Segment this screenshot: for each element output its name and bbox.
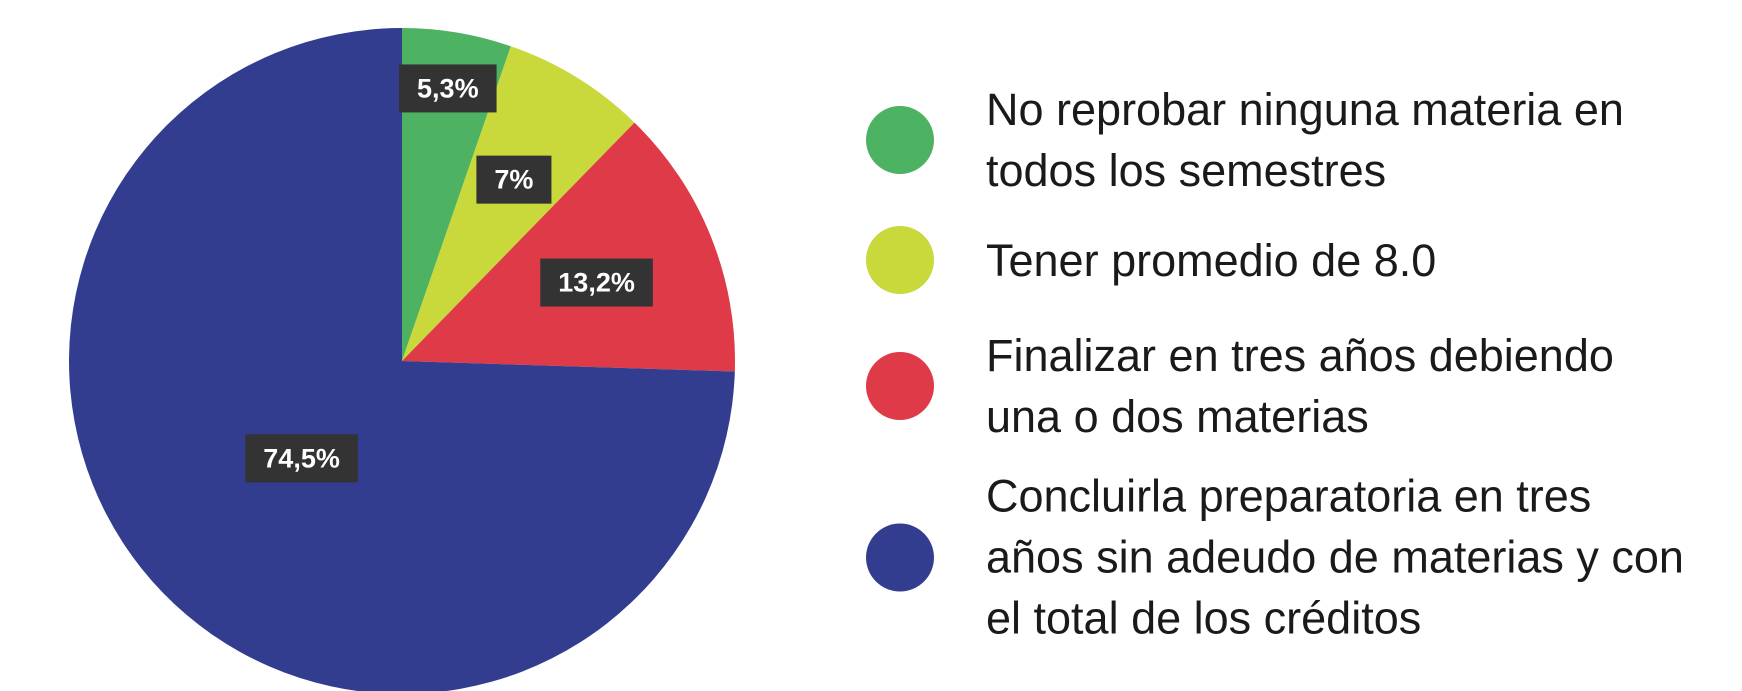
value-label-text: 74,5% [263, 443, 340, 473]
pie-slice [402, 46, 635, 361]
value-label: 13,2% [540, 258, 653, 307]
pie-slice [402, 122, 735, 372]
value-label: 7% [476, 155, 552, 204]
legend-marker [866, 352, 934, 420]
value-label-text: 13,2% [558, 268, 635, 298]
legend-marker [866, 523, 934, 591]
legend-label: No reprobar ninguna materia en todos los… [986, 84, 1624, 196]
value-label: 5,3% [399, 64, 497, 113]
value-label-box [245, 434, 358, 483]
value-label-box [476, 155, 552, 204]
pie-slice [69, 28, 735, 691]
legend-label: Tener promedio de 8.0 [986, 234, 1437, 286]
legend-marker [866, 106, 934, 174]
legend-entry: Concluirla preparatoria en tres años sin… [866, 466, 1726, 649]
legend-label: Concluirla preparatoria en tres años sin… [986, 470, 1684, 644]
legend-entry: Finalizar en tres años debiendo una o do… [866, 325, 1726, 447]
value-label: 74,5% [245, 434, 358, 483]
value-label-box [399, 64, 497, 113]
value-label-box [540, 258, 653, 307]
legend-entry: No reprobar ninguna materia en todos los… [866, 79, 1726, 201]
value-label-text: 5,3% [417, 73, 479, 103]
legend-label: Finalizar en tres años debiendo una o do… [986, 330, 1614, 442]
legend-entry: Tener promedio de 8.0 [866, 226, 1726, 294]
value-label-text: 7% [494, 165, 533, 195]
legend-marker [866, 226, 934, 294]
